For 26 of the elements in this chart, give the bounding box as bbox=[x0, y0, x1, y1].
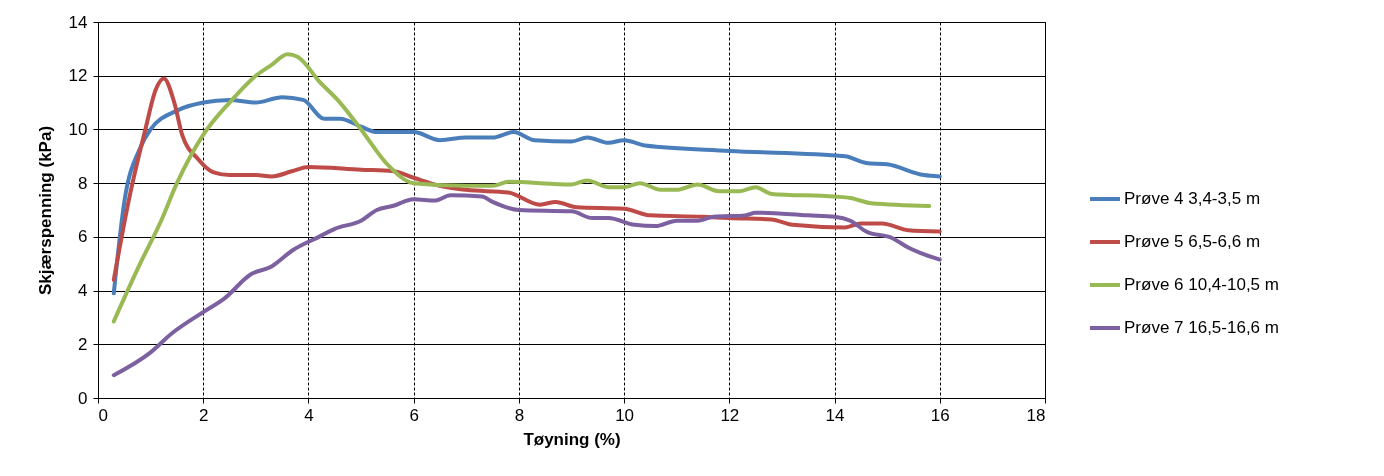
y-tick-label: 2 bbox=[78, 334, 88, 354]
y-axis-title: Skjærspenning (kPa) bbox=[35, 125, 55, 296]
x-tick-label: 6 bbox=[409, 405, 419, 425]
x-tick-label: 8 bbox=[514, 405, 525, 425]
legend-label: Prøve 7 16,5-16,6 m bbox=[1124, 318, 1279, 337]
x-tick-label: 2 bbox=[198, 405, 209, 425]
y-tick-label: 10 bbox=[68, 119, 88, 139]
y-tick-label: 8 bbox=[78, 173, 88, 193]
x-tick-label: 4 bbox=[304, 405, 314, 425]
y-tick-label: 4 bbox=[78, 281, 88, 301]
x-tick-label: 16 bbox=[930, 405, 950, 425]
y-tick-label: 0 bbox=[78, 388, 88, 408]
x-tick-label: 14 bbox=[825, 405, 845, 425]
x-tick-label: 10 bbox=[615, 405, 635, 425]
line-series bbox=[111, 193, 942, 378]
legend-label: Prøve 6 10,4-10,5 m bbox=[1124, 275, 1279, 294]
x-tick-label: 12 bbox=[720, 405, 740, 425]
x-axis-title: Tøyning (%) bbox=[523, 429, 621, 449]
y-tick-label: 12 bbox=[68, 66, 88, 86]
y-tick-label: 14 bbox=[68, 12, 88, 32]
x-tick-label: 18 bbox=[1026, 405, 1046, 425]
x-tick-label: 0 bbox=[98, 405, 108, 425]
legend-label: Prøve 4 3,4-3,5 m bbox=[1124, 189, 1261, 208]
line-series bbox=[111, 52, 932, 324]
y-tick-label: 6 bbox=[78, 227, 88, 247]
legend-label: Prøve 5 6,5-6,6 m bbox=[1124, 232, 1261, 251]
